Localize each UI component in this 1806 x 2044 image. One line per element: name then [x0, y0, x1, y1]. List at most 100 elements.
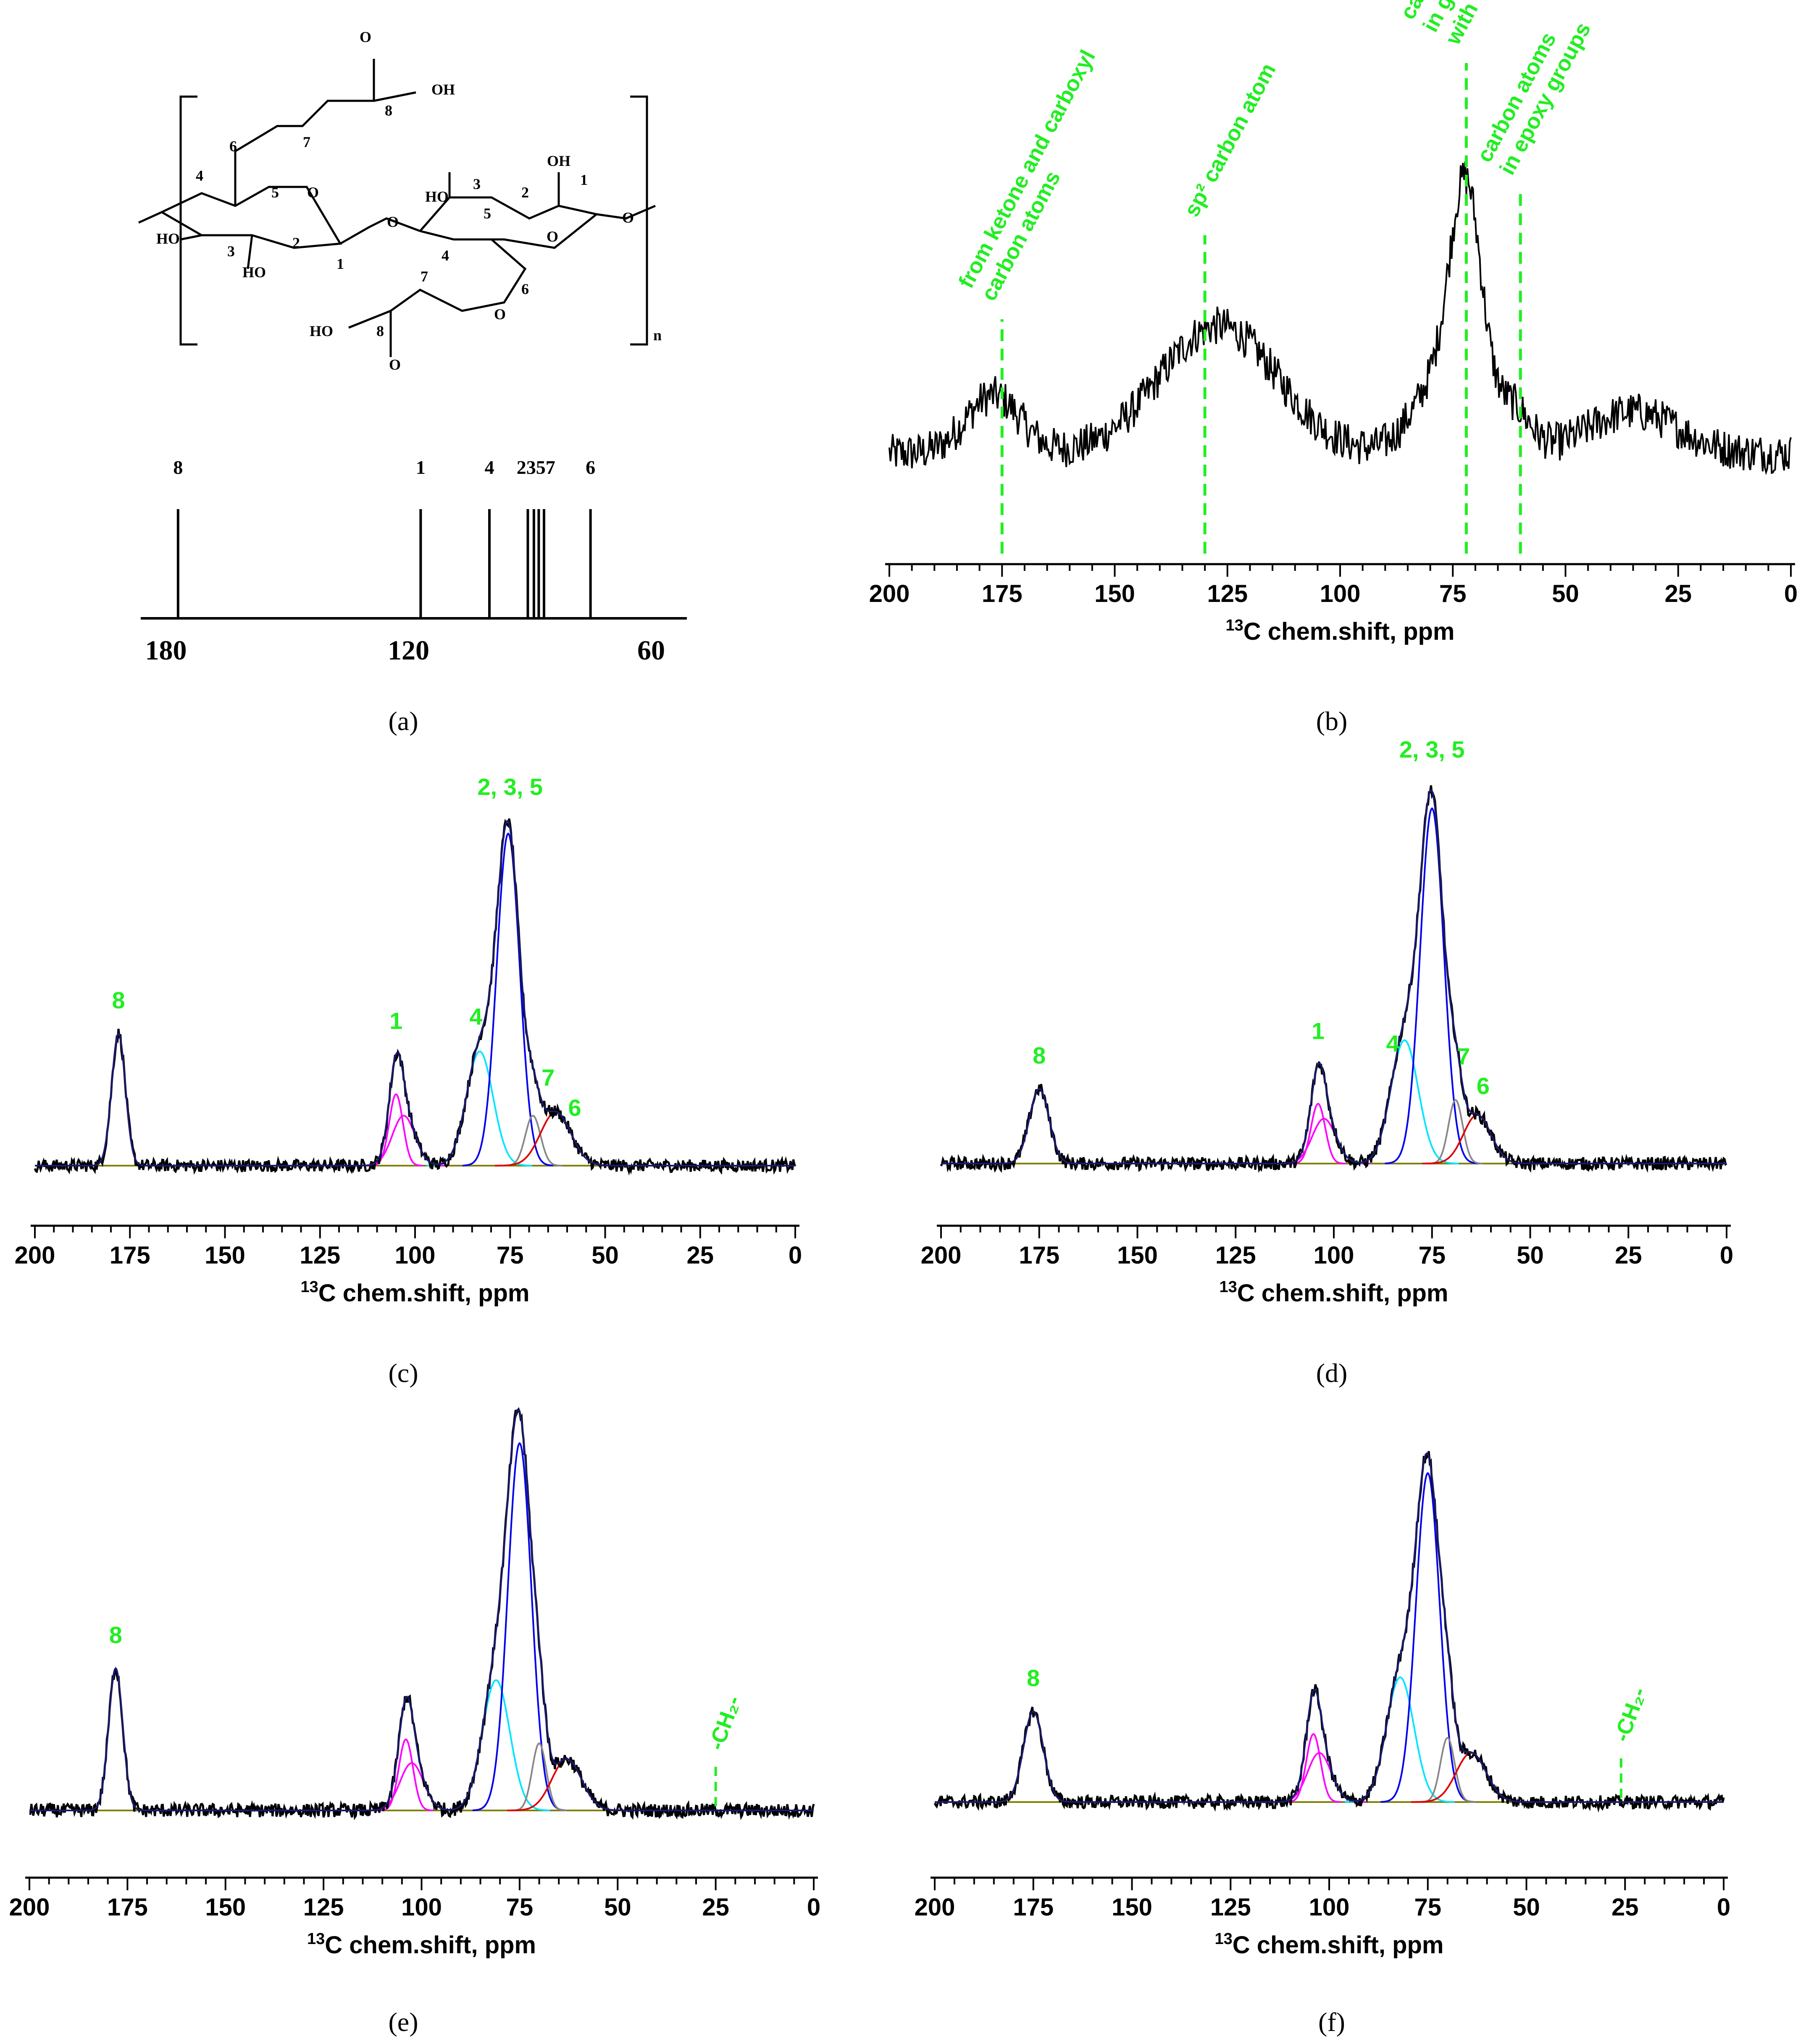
fit-component-C235: [463, 832, 553, 1166]
spectrum-panel-f: 200 175 150 125 100 75 50 25 0 13C chem.shift, pp…: [915, 1451, 1730, 1959]
x-tick-label: 100: [395, 1242, 436, 1269]
bottom-side-chain: [389, 239, 527, 357]
peak-label: 1: [389, 1008, 402, 1034]
stick-axis-tick-label: 180: [145, 635, 187, 666]
x-tick-label: 75: [506, 1894, 534, 1921]
structure-atom-label: 6: [521, 281, 529, 297]
x-tick-label: 100: [401, 1894, 442, 1921]
left-terminal-bond: [138, 211, 163, 224]
spectrum-trace-d: [940, 785, 1727, 1173]
spectrum-panel-e: 200 175 150 125 100 75 50 25 0 13C chem.shift, pp…: [9, 1407, 820, 1959]
structure-atom-label: 1: [336, 255, 344, 272]
spectrum-trace-f: [933, 1451, 1725, 1813]
x-tick-label: 125: [1210, 1894, 1251, 1921]
structure-atom-label: 8: [376, 323, 384, 339]
x-tick-label: 150: [205, 1894, 246, 1921]
fit-envelope-f: [935, 1452, 1724, 1803]
x-tick-label: 0: [1717, 1894, 1730, 1921]
fit-component-C235: [1380, 1472, 1475, 1803]
structure-atom-label: 7: [303, 134, 310, 150]
fit-envelope-e: [29, 1408, 814, 1811]
x-axis-label-text: C chem.shift, ppm: [1237, 1279, 1448, 1307]
structure-atom-label: OH: [547, 152, 570, 169]
fit-envelope-c: [35, 820, 795, 1166]
top-oh-bond: [373, 91, 416, 102]
fit-component-C6: [1422, 1114, 1532, 1164]
structure-atom-label: HO: [425, 188, 449, 205]
ch2-marker-label: -CH₂-: [1609, 1684, 1651, 1745]
structure-atom-label: 5: [484, 205, 491, 222]
structure-atom-label: 6: [229, 138, 237, 155]
right-bracket: [630, 95, 648, 346]
fit-component-C1b: [1272, 1752, 1366, 1803]
x-tick-label: 50: [591, 1242, 619, 1269]
x-tick-label: 200: [9, 1894, 50, 1921]
x-axis-label-sup: 13: [1220, 1278, 1237, 1296]
stick-axis-tick-label: 60: [637, 635, 665, 666]
x-tick-label: 25: [702, 1894, 729, 1921]
structure-atom-label: 5: [271, 184, 279, 201]
x-axis-label: 13C chem.shift, ppm: [1226, 617, 1455, 645]
x-axis-label: 13C chem.shift, ppm: [307, 1930, 536, 1959]
stick-top-label: 1: [416, 457, 426, 478]
x-tick-label: 150: [1094, 580, 1135, 607]
structure-atom-label: 7: [421, 268, 428, 285]
x-axis-label-sup: 13: [1215, 1930, 1233, 1948]
x-tick-label: 100: [1320, 580, 1361, 607]
x-tick-label: 0: [1720, 1242, 1733, 1269]
x-axis-label-text: C chem.shift, ppm: [1243, 618, 1455, 645]
x-tick-label: 100: [1314, 1242, 1354, 1269]
structure-atom-label: O: [387, 213, 399, 230]
structure-atom-label: HO: [310, 323, 333, 339]
x-tick-label: 175: [110, 1242, 150, 1269]
structure-atom-label: 4: [442, 247, 449, 264]
peak-label: 2, 3, 5: [477, 774, 543, 800]
fit-component-C235: [1385, 807, 1479, 1164]
fit-component-C4: [426, 1050, 532, 1166]
x-tick-label: 50: [1517, 1242, 1544, 1269]
right-terminal-bond: [596, 205, 656, 220]
x-axis-label-text: C chem.shift, ppm: [318, 1279, 530, 1307]
peak-label: 6: [568, 1095, 581, 1121]
structure-atom-label: 8: [385, 102, 392, 119]
structure-atom-label: O: [547, 228, 558, 245]
x-axis-label: 13C chem.shift, ppm: [1220, 1278, 1448, 1307]
x-tick-label: 0: [1784, 580, 1798, 607]
x-tick-label: 0: [807, 1894, 820, 1921]
x-tick-label: 125: [303, 1894, 344, 1921]
left-bracket: [179, 95, 197, 346]
spectrum-trace-e: [29, 1407, 815, 1821]
fit-component-C7: [1427, 1099, 1483, 1164]
cmc-repeat-unit-structure: O OH 8 7 6 5 4 3 2 1 O O HO HO 3 2 OH 1 O O 4 5 6 7 O 8 HO O HO n: [138, 29, 662, 373]
oh-bond-2: [247, 235, 253, 269]
x-tick-label: 175: [107, 1894, 148, 1921]
x-tick-label: 200: [915, 1894, 955, 1921]
fit-component-C7: [1419, 1737, 1475, 1803]
structure-atom-label: 4: [196, 167, 203, 184]
fit-component-C8: [994, 1710, 1073, 1803]
x-tick-label: 125: [1215, 1242, 1256, 1269]
peak-label: 8: [109, 1622, 122, 1648]
peak-label: 6: [1477, 1072, 1490, 1099]
stick-top-label: 8: [173, 457, 183, 478]
x-tick-label: 150: [205, 1242, 245, 1269]
structure-atom-label: O: [360, 29, 371, 45]
x-tick-label: 100: [1309, 1894, 1350, 1921]
structure-atom-label: O: [307, 184, 319, 201]
fit-component-C8: [1000, 1088, 1079, 1164]
structure-atom-label: 3: [227, 243, 235, 260]
peak-label: 4: [1386, 1030, 1399, 1056]
stick-spectrum: 8 1 4 2357 6 180 120 60: [141, 457, 687, 666]
structure-atom-label: HO: [156, 230, 180, 247]
bottom-oh-bond: [348, 310, 391, 329]
panel-label-e: (e): [388, 2007, 418, 2037]
x-tick-label: 75: [1439, 580, 1467, 607]
x-tick-label: 50: [604, 1894, 631, 1921]
x-tick-label: 200: [869, 580, 910, 607]
x-tick-label: 200: [921, 1242, 962, 1269]
stick-axis-tick-label: 120: [388, 635, 429, 666]
x-axis-label-text: C chem.shift, ppm: [1233, 1931, 1444, 1959]
x-tick-label: 75: [1414, 1894, 1441, 1921]
panel-label-f: (f): [1318, 2007, 1345, 2037]
x-tick-label: 125: [300, 1242, 340, 1269]
